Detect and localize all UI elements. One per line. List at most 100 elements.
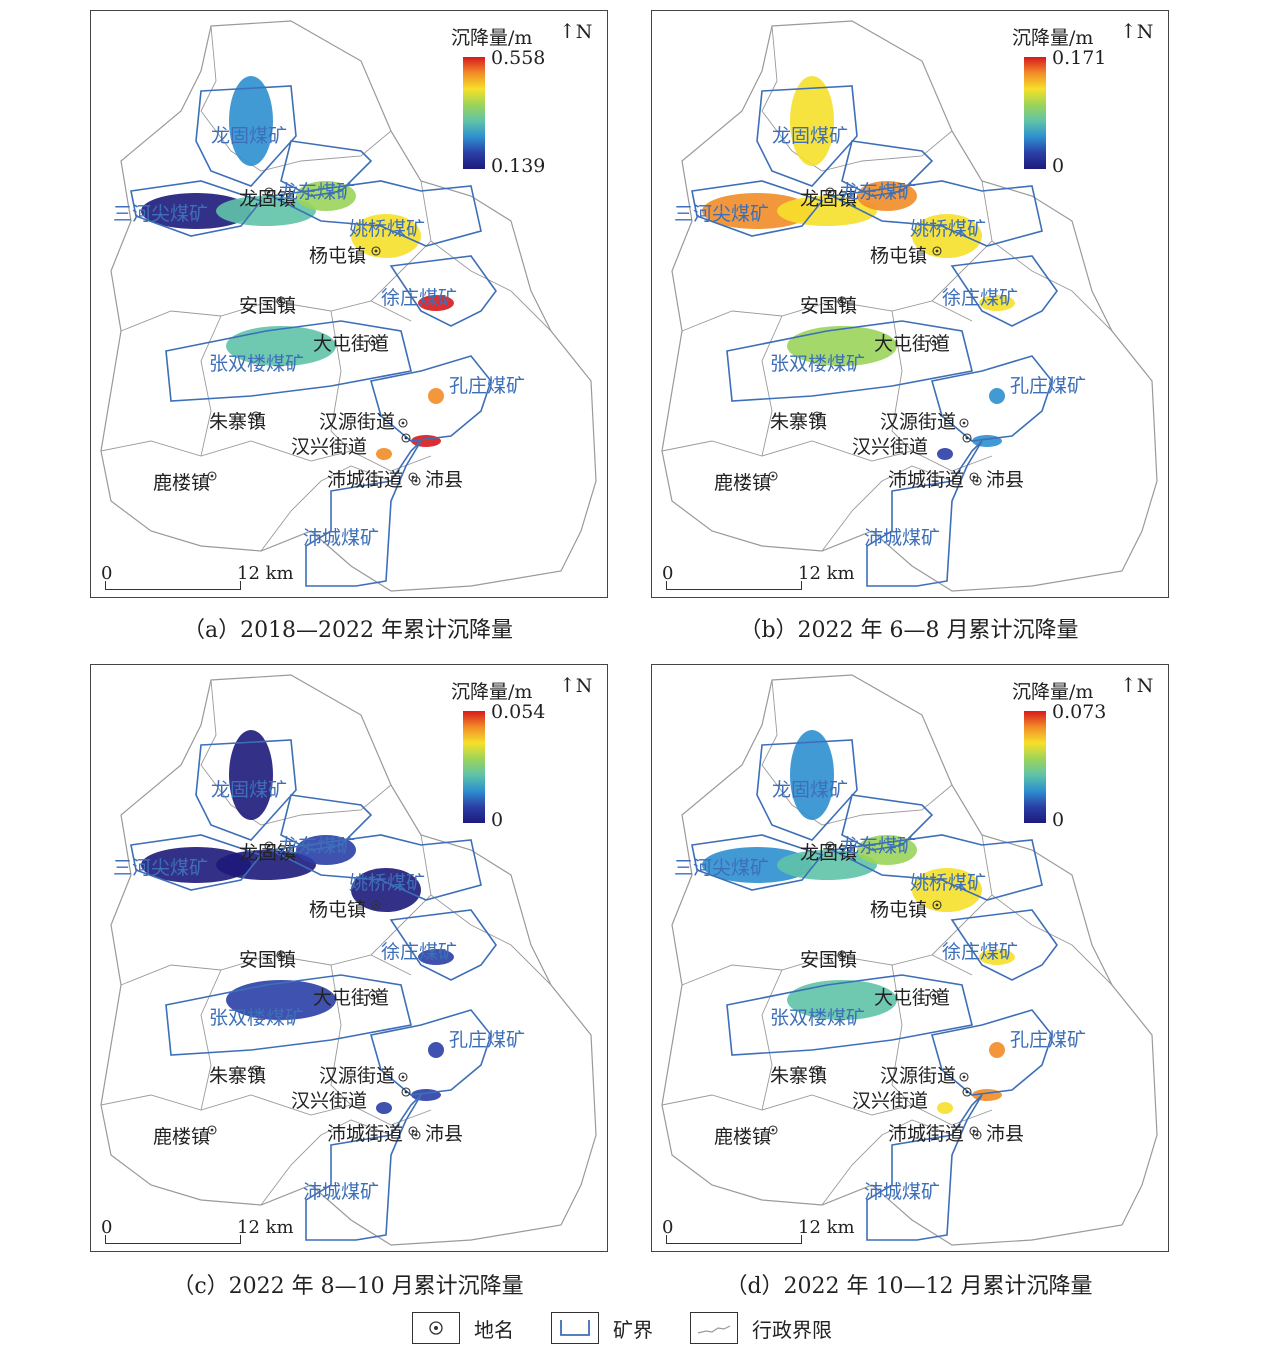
mine-label: 孔庄煤矿 — [449, 375, 526, 397]
map-panel-b: 龙固镇 杨屯镇 安国镇 大屯街道 朱寨镇 汉源街道 汉兴街道 沛城街道 沛县 鹿楼镇 龙固煤矿 龙东煤… — [651, 10, 1169, 598]
place-marker-icon — [812, 411, 822, 421]
subsidence-patch — [216, 850, 316, 880]
mine-boundary — [195, 85, 297, 187]
place-marker-icon — [768, 471, 778, 481]
town-label: 沛县 — [986, 1123, 1025, 1145]
ramp-max-label: 0.073 — [1052, 701, 1107, 723]
panel-caption-a: （a）2018—2022 年累计沉降量 — [182, 618, 514, 643]
place-marker-icon — [371, 900, 381, 910]
mine-boundary — [829, 834, 1043, 901]
mine-boundary — [130, 834, 263, 891]
mine-label: 龙固煤矿 — [772, 779, 849, 801]
county-outline — [100, 674, 597, 1246]
mine-label: 龙东煤矿 — [840, 835, 917, 857]
mine-boundary-icon — [551, 1312, 599, 1344]
ramp-min-label: 0.139 — [491, 155, 546, 177]
place-marker-icon — [207, 1125, 217, 1135]
legend-place: 地名 — [412, 1312, 514, 1344]
place-marker-icon — [932, 246, 942, 256]
map-canvas — [661, 20, 1158, 592]
place-marker-icon — [398, 418, 408, 428]
town-label: 汉兴街道 — [852, 1090, 929, 1112]
admin-boundary-line — [370, 784, 432, 956]
town-label: 杨屯镇 — [309, 245, 367, 267]
subsidence-patch — [857, 835, 917, 865]
scale-distance: 12 km — [798, 563, 855, 584]
admin-boundary-line — [370, 130, 432, 302]
subsidence-patch — [979, 949, 1015, 965]
north-label: N — [575, 675, 593, 697]
color-ramp — [463, 57, 485, 169]
mine-boundary — [866, 440, 983, 587]
town-label: 鹿楼镇 — [153, 472, 211, 494]
mine-label: 三河尖煤矿 — [113, 203, 209, 225]
mine-boundary — [389, 255, 497, 327]
map-panel-d: 龙固镇 杨屯镇 安国镇 大屯街道 朱寨镇 汉源街道 汉兴街道 沛城街道 沛县 鹿楼镇 龙固煤矿 龙东煤… — [651, 664, 1169, 1252]
place-marker-icon — [929, 336, 939, 346]
scale-bar — [105, 581, 241, 590]
subsidence-patch — [857, 181, 917, 211]
town-label: 鹿楼镇 — [714, 472, 772, 494]
subsidence-patch — [229, 76, 273, 166]
legend-title: 沉降量/m — [1012, 27, 1094, 49]
legend-place-label: 地名 — [474, 1317, 514, 1342]
mine-boundary — [726, 320, 973, 402]
mine-label: 沛城煤矿 — [303, 1181, 380, 1203]
map-canvas — [100, 20, 597, 592]
subsidence-patch — [989, 388, 1005, 404]
mine-boundary — [268, 180, 482, 247]
county-outline — [661, 20, 1158, 592]
place-marker-icon — [962, 433, 972, 443]
town-label: 沛县 — [425, 1123, 464, 1145]
admin-boundary-line — [821, 465, 953, 552]
mine-label: 龙固煤矿 — [211, 779, 288, 801]
color-ramp — [1024, 711, 1046, 823]
mine-boundary — [691, 834, 824, 891]
panel-caption-c: （c）2022 年 8—10 月累计沉降量 — [172, 1274, 524, 1299]
admin-boundary-line — [100, 440, 432, 472]
town-label: 龙固镇 — [239, 188, 297, 210]
town-label: 安国镇 — [239, 949, 297, 971]
mine-label: 张双楼煤矿 — [770, 1007, 866, 1029]
admin-boundary-line — [260, 465, 392, 552]
county-outline — [661, 674, 1158, 1246]
scale-zero: 0 — [101, 1217, 113, 1238]
mine-label: 龙东煤矿 — [279, 835, 356, 857]
place-marker-icon — [972, 1130, 982, 1140]
mine-label: 孔庄煤矿 — [1010, 375, 1087, 397]
town-label: 安国镇 — [800, 295, 858, 317]
ramp-max-label: 0.171 — [1052, 47, 1107, 69]
scale-bar — [666, 581, 802, 590]
subsidence-patch — [428, 388, 444, 404]
mine-boundary — [130, 180, 263, 237]
subsidence-patch — [418, 295, 454, 311]
mine-boundary — [389, 909, 497, 981]
place-marker-icon — [411, 1130, 421, 1140]
admin-boundary-line — [761, 679, 953, 826]
scale-distance: 12 km — [237, 563, 294, 584]
mine-label: 三河尖煤矿 — [674, 203, 770, 225]
place-marker-icon — [837, 296, 847, 306]
mine-label: 沛城煤矿 — [864, 527, 941, 549]
ramp-min-label: 0 — [1052, 155, 1065, 177]
legend-mine-label: 矿界 — [613, 1317, 653, 1342]
mine-boundary — [195, 739, 297, 841]
place-marker-icon — [251, 411, 261, 421]
place-marker-icon — [368, 990, 378, 1000]
town-label: 鹿楼镇 — [714, 1126, 772, 1148]
place-marker-icon — [398, 1072, 408, 1082]
town-label: 龙固镇 — [800, 842, 858, 864]
place-marker-icon — [207, 471, 217, 481]
scale-bar — [105, 1235, 241, 1244]
mine-label: 徐庄煤矿 — [942, 287, 1019, 309]
town-label: 沛城街道 — [888, 469, 965, 491]
subsidence-patch — [702, 193, 812, 229]
ramp-max-label: 0.054 — [491, 701, 546, 723]
ramp-min-label: 0 — [491, 809, 504, 831]
mine-boundary — [756, 739, 858, 841]
mine-label: 徐庄煤矿 — [381, 287, 458, 309]
place-marker-icon — [412, 1312, 460, 1344]
mine-label: 沛城煤矿 — [864, 1181, 941, 1203]
admin-boundary-line — [430, 240, 552, 332]
mine-label: 徐庄煤矿 — [381, 941, 458, 963]
